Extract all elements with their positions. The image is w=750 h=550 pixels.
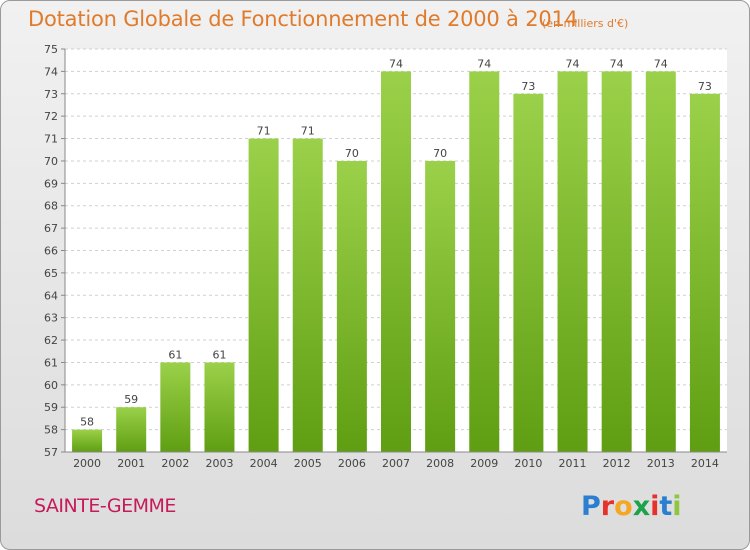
y-tick-label: 75 xyxy=(44,43,58,56)
x-tick-label-2003: 2003 xyxy=(205,457,233,470)
value-label-2010: 73 xyxy=(521,80,535,93)
y-tick-label: 71 xyxy=(44,133,58,146)
bar-2002[interactable] xyxy=(160,362,191,452)
value-label-2004: 71 xyxy=(257,125,271,138)
y-tick-label: 73 xyxy=(44,88,58,101)
x-tick-label-2009: 2009 xyxy=(470,457,498,470)
bar-2008[interactable] xyxy=(425,160,456,452)
logo-letter: i xyxy=(650,491,660,522)
x-tick-label-2010: 2010 xyxy=(514,457,542,470)
logo-letter: o xyxy=(614,491,633,522)
value-label-2003: 61 xyxy=(212,348,226,361)
x-axis: 2000 2001 2002 2003 2004 2005 2006 2007 2008 2009… xyxy=(73,457,719,470)
bar-2009[interactable] xyxy=(469,71,500,452)
y-tick-label: 63 xyxy=(44,312,58,325)
bar-2000[interactable] xyxy=(72,429,103,452)
bar-2005[interactable] xyxy=(292,138,323,453)
y-tick-label: 58 xyxy=(44,424,58,437)
logo-letter: x xyxy=(632,491,651,522)
value-label-2012: 74 xyxy=(610,57,624,70)
y-tick-label: 72 xyxy=(44,110,58,123)
y-tick-label: 61 xyxy=(44,356,58,369)
logo-letter: r xyxy=(600,491,615,522)
x-tick-label-2005: 2005 xyxy=(294,457,322,470)
bar-2001[interactable] xyxy=(116,407,147,452)
y-tick-label: 62 xyxy=(44,334,58,347)
x-tick-label-2006: 2006 xyxy=(338,457,366,470)
x-tick-label-2008: 2008 xyxy=(426,457,454,470)
value-label-2014: 73 xyxy=(698,80,712,93)
bar-2011[interactable] xyxy=(557,71,588,452)
chart-unit: (en milliers d'€) xyxy=(542,17,629,30)
proxiti-logo[interactable]: Proxiti xyxy=(581,491,682,522)
value-label-2000: 58 xyxy=(80,416,94,429)
x-tick-label-2004: 2004 xyxy=(250,457,278,470)
bar-2004[interactable] xyxy=(248,138,279,453)
x-tick-label-2007: 2007 xyxy=(382,457,410,470)
value-label-2013: 74 xyxy=(654,57,668,70)
x-tick-label-2012: 2012 xyxy=(603,457,631,470)
y-tick-label: 60 xyxy=(44,379,58,392)
bar-2007[interactable] xyxy=(381,71,411,452)
x-tick-label-2013: 2013 xyxy=(647,457,675,470)
x-tick-label-2002: 2002 xyxy=(161,457,189,470)
value-label-2011: 74 xyxy=(566,57,580,70)
x-tick-label-2000: 2000 xyxy=(73,457,101,470)
value-label-2006: 70 xyxy=(345,147,359,160)
x-tick-label-2001: 2001 xyxy=(117,457,145,470)
value-label-2002: 61 xyxy=(168,348,182,361)
y-tick-label: 69 xyxy=(44,177,58,190)
bar-2013[interactable] xyxy=(645,71,676,452)
y-tick-label: 74 xyxy=(44,65,58,78)
y-axis: 57 58 59 60 61 62 63 64 65 66 67 68 69 70 71 72 73 74 75 xyxy=(44,43,65,459)
y-tick-label: 66 xyxy=(44,245,58,258)
bar-2014[interactable] xyxy=(689,93,720,453)
y-tick-label: 68 xyxy=(44,200,58,213)
commune-name: SAINTE-GEMME xyxy=(34,495,176,517)
value-label-2001: 59 xyxy=(124,393,138,406)
x-tick-label-2011: 2011 xyxy=(559,457,587,470)
chart-title: Dotation Globale de Fonctionnement de 20… xyxy=(28,7,578,31)
y-tick-label: 67 xyxy=(44,222,58,235)
y-tick-label: 65 xyxy=(44,267,58,280)
y-tick-label: 64 xyxy=(44,289,58,302)
y-tick-label: 57 xyxy=(44,446,58,459)
logo-letter: i xyxy=(672,491,682,522)
x-tick-label-2014: 2014 xyxy=(691,457,719,470)
value-label-2009: 74 xyxy=(477,57,491,70)
logo-letter: t xyxy=(659,491,673,522)
value-label-2007: 74 xyxy=(389,57,403,70)
value-label-2005: 71 xyxy=(301,125,315,138)
bar-2006[interactable] xyxy=(336,160,367,452)
logo-letter: P xyxy=(581,491,601,522)
bars: 58 59 61 61 71 71 70 74 70 74 73 74 74 74 73 xyxy=(72,57,720,453)
value-label-2008: 70 xyxy=(433,147,447,160)
bar-2012[interactable] xyxy=(601,71,632,452)
y-tick-label: 70 xyxy=(44,155,58,168)
bar-2010[interactable] xyxy=(513,93,544,453)
y-tick-label: 59 xyxy=(44,401,58,414)
bar-2003[interactable] xyxy=(204,362,235,452)
